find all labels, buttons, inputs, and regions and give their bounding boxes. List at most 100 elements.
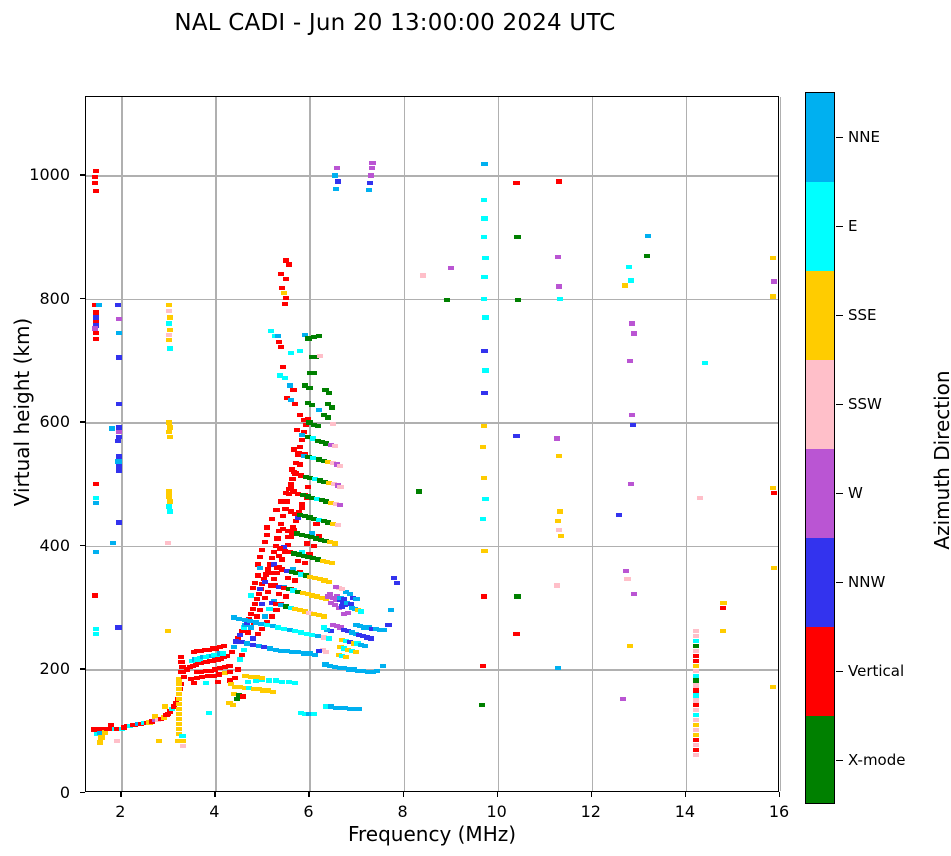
data-mark [115,520,122,525]
colorbar-segment-nne[interactable] [806,93,834,182]
data-mark [339,587,346,592]
data-mark [266,570,273,576]
data-mark [272,543,279,549]
data-mark [693,658,700,663]
gridline-vertical [780,97,782,791]
data-mark [327,540,334,545]
colorbar-segment-sse[interactable] [806,271,834,360]
colorbar-segment-e[interactable] [806,182,834,271]
data-mark [341,611,348,617]
data-mark [306,515,313,520]
data-mark [187,676,194,681]
data-mark [480,475,487,481]
data-mark [443,298,450,303]
data-mark [345,667,353,672]
data-mark [693,633,700,639]
colorbar-segment-ssw[interactable] [806,360,834,449]
data-mark [300,430,307,435]
data-mark [360,668,367,673]
x-tick-label: 2 [115,802,126,821]
data-mark [274,566,281,571]
data-mark [275,625,282,630]
colorbar-tick-mark [836,136,843,138]
x-tick-mark [402,792,404,797]
data-mark [300,651,307,656]
data-mark [339,637,346,642]
data-mark [300,417,307,423]
data-mark [298,532,305,537]
y-axis-title: Virtual height (km) [10,317,34,507]
data-mark [771,279,778,284]
data-mark [282,490,290,495]
data-mark [693,693,700,698]
data-mark [92,593,99,598]
data-mark [771,566,778,571]
data-mark [311,335,318,340]
data-mark [481,162,488,167]
data-mark [315,517,322,523]
data-mark [327,591,334,597]
data-mark [289,567,297,572]
data-mark [286,383,293,388]
data-mark [161,704,168,709]
data-mark [480,235,487,240]
x-tick-label: 8 [397,802,408,821]
data-mark [332,584,339,589]
data-mark [283,648,290,654]
data-mark [317,537,324,542]
data-mark [311,370,318,376]
data-mark [232,684,239,689]
data-mark [480,197,487,203]
data-mark [287,482,294,487]
data-mark [325,520,332,525]
data-mark [180,743,187,749]
data-mark [302,573,309,578]
data-mark [366,180,373,185]
data-mark [553,436,561,441]
data-mark [337,595,344,600]
colorbar[interactable] [805,92,835,804]
data-mark [298,501,305,507]
data-mark [92,180,99,185]
colorbar-segment-w[interactable] [806,449,834,538]
data-mark [179,734,186,739]
data-mark [307,370,314,376]
data-mark [246,685,253,691]
data-mark [276,584,283,589]
data-mark [109,540,116,546]
data-mark [328,600,335,605]
data-mark [339,653,346,659]
data-mark [693,653,700,659]
data-mark [627,358,634,363]
data-mark [307,574,314,579]
colorbar-segment-nnw[interactable] [806,538,834,627]
data-mark [693,629,700,634]
data-mark [377,627,384,633]
data-mark [415,489,422,494]
data-mark [645,233,652,239]
data-mark [254,631,261,636]
data-mark [315,407,322,413]
data-mark [554,519,561,524]
data-mark [264,622,271,628]
data-mark [236,632,243,638]
data-mark [335,605,342,610]
data-mark [100,726,107,731]
colorbar-segment-vertical[interactable] [806,627,834,716]
colorbar-label-ssw: SSW [848,394,882,413]
data-mark [166,321,173,326]
data-mark [344,600,351,605]
y-tick-label: 200 [39,659,70,679]
data-mark [275,340,282,345]
data-mark [316,353,323,358]
data-mark [247,593,254,598]
data-mark [167,346,174,351]
data-mark [352,650,359,655]
colorbar-segment-x-mode[interactable] [806,716,834,803]
data-mark [333,165,340,171]
data-mark [329,561,336,566]
data-mark [302,474,309,479]
data-mark [254,562,261,567]
data-mark [290,588,297,593]
data-mark [239,694,246,699]
